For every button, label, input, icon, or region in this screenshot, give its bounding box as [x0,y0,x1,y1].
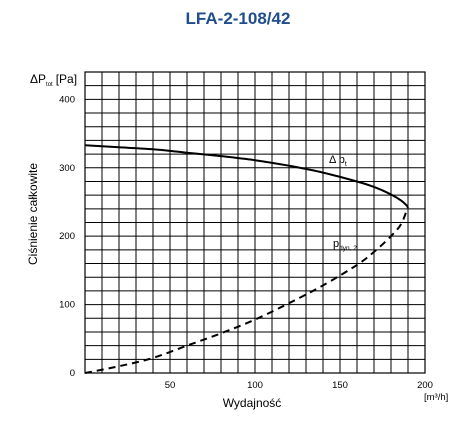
series-0-point [84,144,86,146]
series-points [84,144,409,373]
series-1-point [84,372,86,374]
series-1-point [254,319,256,321]
series-label-dynamic-sub: dyn, 2 [339,245,357,252]
y-axis-side-label: Ciśnienie całkowite [26,163,40,265]
series-1-point [322,285,324,287]
y-axis-symbol: ΔP [30,72,46,86]
series-label-total-main: Δ p [329,154,345,166]
x-axis-unit: [m³/h] [424,392,448,403]
series-1-point [186,345,188,347]
chart-title: LFA-2-108/42 [186,9,291,28]
series-line-total-pressure [84,144,409,208]
series-1-point [390,235,392,237]
series-0-point [186,152,188,154]
y-axis-ticks: 0 100 200 300 400 [59,94,75,379]
series-0-point [152,149,154,151]
series-1-point [220,333,222,335]
series-0-point [254,159,256,161]
y-axis-unit: [Pa] [56,72,77,86]
y-tick-label: 0 [70,368,75,379]
series-line-dynamic-pressure [84,206,409,374]
series-1-point [152,357,154,359]
series-0-point [356,181,358,183]
series-1-point [118,365,120,367]
y-tick-label: 300 [59,163,75,174]
y-axis-subscript: tot [46,82,53,88]
x-tick-label: 100 [247,380,263,391]
series-1-point [407,206,409,208]
x-tick-label: 50 [165,380,176,391]
series-0-point [322,172,324,174]
x-axis-label: Wydajność [223,396,282,410]
series-label-total-pressure: Δ pt [329,154,347,168]
series-0-point [220,155,222,157]
y-tick-label: 100 [59,300,75,311]
series-0-point [118,146,120,148]
y-tick-label: 200 [59,231,75,242]
series-0-point [288,165,290,167]
x-tick-label: 200 [417,380,433,391]
series-0-point [390,194,392,196]
series-1-point [356,264,358,266]
series-0-point [400,200,402,202]
plot-frame [84,71,426,374]
series-label-dynamic-main: p [333,238,339,250]
series-1-point [400,223,402,225]
series-label-total-sub: t [345,161,347,168]
chart-grid [85,72,425,373]
series-0-point [373,186,375,188]
series-label-dynamic-pressure: pdyn, 2 [333,238,357,252]
x-axis-ticks: 50 100 150 200 [165,380,433,391]
series-1-point [373,251,375,253]
y-axis-title: ΔPtot [Pa] [30,72,77,88]
y-tick-label: 400 [59,94,75,105]
series-1-point [288,302,290,304]
x-tick-label: 150 [332,380,348,391]
